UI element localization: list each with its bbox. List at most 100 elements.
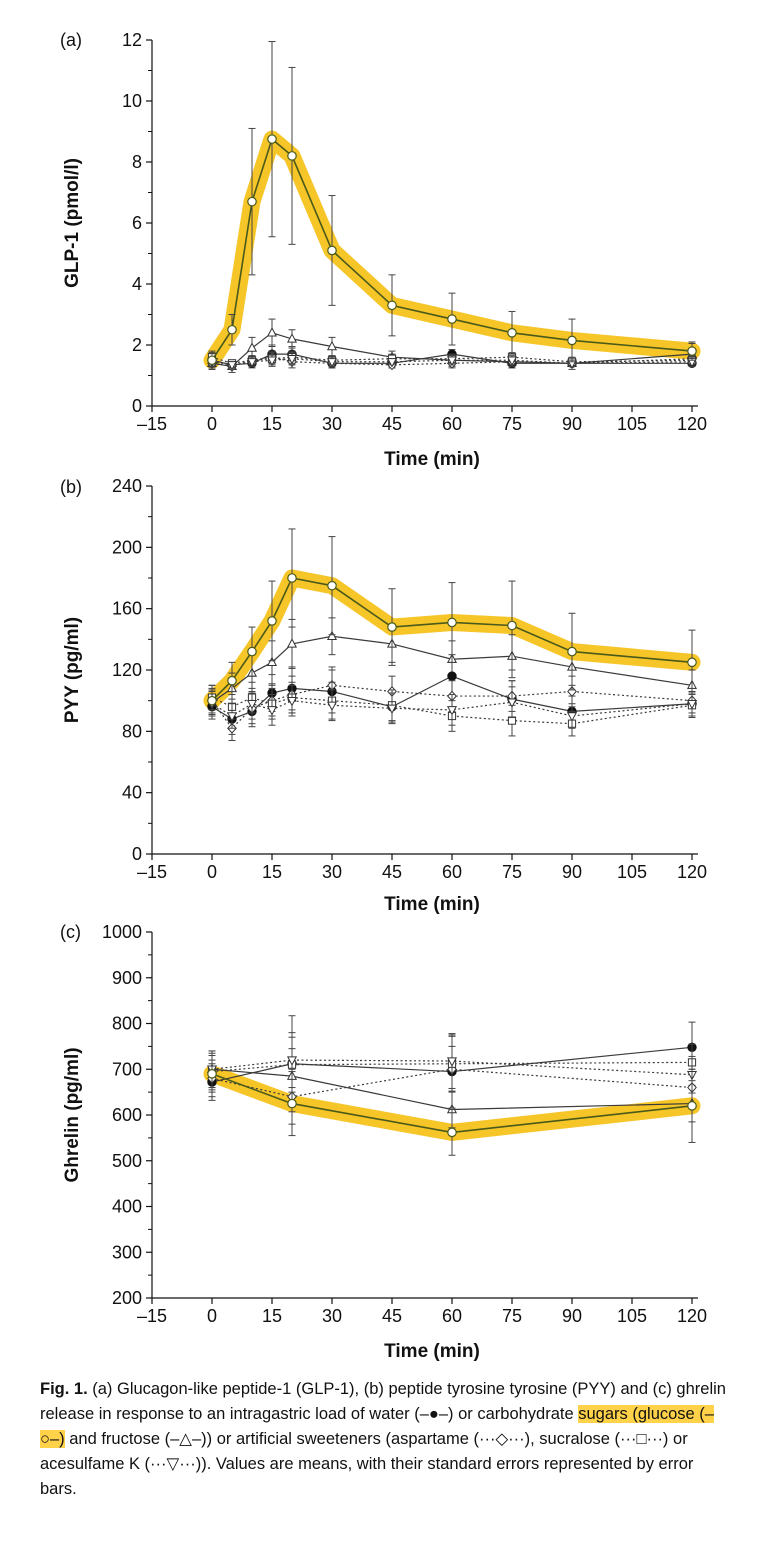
- x-tick-label: 120: [677, 862, 707, 882]
- data-point-glucose: [447, 314, 457, 324]
- data-point-glucose: [507, 620, 517, 631]
- y-tick-label: 800: [112, 1014, 142, 1034]
- data-point-glucose: [507, 327, 517, 338]
- x-tick-label: 0: [207, 1306, 217, 1326]
- data-point-glucose: [247, 196, 257, 207]
- x-tick-label: 0: [207, 414, 217, 434]
- data-point-acesulfame-k: [326, 358, 338, 368]
- data-point-acesulfame-k: [446, 356, 458, 367]
- series-line-sucralose: [211, 696, 693, 725]
- y-tick-label: 8: [132, 152, 142, 172]
- y-tick-label: 160: [112, 599, 142, 619]
- figure-caption: Fig. 1. (a) Glucagon-like peptide-1 (GLP…: [40, 1377, 732, 1502]
- caption-text-part-1: (a) Glucagon-like peptide-1 (GLP-1), (b)…: [40, 1380, 726, 1423]
- data-point-glucose: [207, 695, 217, 706]
- x-tick-label: 30: [322, 414, 342, 434]
- y-tick-label: 200: [112, 1288, 142, 1308]
- caption-label: Fig. 1.: [40, 1380, 88, 1398]
- x-axis-label: Time (min): [384, 449, 480, 470]
- series-line-acesulfame-k: [211, 358, 693, 366]
- data-point-glucose: [207, 1069, 217, 1079]
- x-tick-label: 90: [562, 414, 582, 434]
- x-tick-label: 120: [677, 1306, 707, 1326]
- y-axis-label: GLP-1 (pmol/l): [62, 158, 83, 288]
- data-point-glucose: [287, 1098, 297, 1109]
- y-tick-label: 1000: [102, 922, 142, 942]
- data-point-acesulfame-k: [326, 701, 338, 712]
- caption-text-part-2: and fructose (–△–)) or artificial sweete…: [40, 1430, 694, 1498]
- x-tick-label: 120: [677, 414, 707, 434]
- panel-label: (c): [60, 922, 81, 942]
- series-glucose: [207, 41, 697, 370]
- data-point-acesulfame-k: [566, 712, 578, 722]
- data-point-glucose: [447, 617, 457, 628]
- x-tick-label: 15: [262, 414, 282, 434]
- data-point-acesulfame-k: [506, 698, 518, 708]
- data-point-acesulfame-k: [266, 356, 278, 367]
- data-point-fructose: [286, 333, 298, 343]
- panel-label: (b): [60, 477, 82, 497]
- x-tick-label: 75: [502, 862, 522, 882]
- data-point-fructose: [286, 638, 298, 648]
- data-point-acesulfame-k: [686, 700, 698, 710]
- data-point-fructose: [326, 340, 338, 351]
- y-tick-label: 2: [132, 335, 142, 355]
- data-point-glucose: [567, 646, 577, 657]
- data-point-glucose: [267, 134, 277, 144]
- y-tick-label: 900: [112, 968, 142, 988]
- x-tick-label: 60: [442, 414, 462, 434]
- y-tick-label: 10: [122, 91, 142, 111]
- data-point-glucose: [267, 616, 277, 626]
- data-point-acesulfame-k: [266, 706, 278, 716]
- data-point-acesulfame-k: [386, 358, 398, 368]
- x-tick-label: –15: [137, 862, 167, 882]
- data-point-fructose: [246, 342, 258, 352]
- series-line-water: [211, 1046, 693, 1083]
- data-point-glucose: [227, 324, 237, 335]
- y-tick-label: 120: [112, 660, 142, 680]
- data-point-acesulfame-k: [446, 1057, 458, 1067]
- data-point-glucose: [327, 580, 337, 591]
- x-tick-label: 30: [322, 862, 342, 882]
- data-point-glucose: [687, 657, 697, 668]
- y-axis-label: Ghrelin (pg/ml): [62, 1047, 83, 1182]
- data-point-glucose: [447, 1127, 457, 1138]
- x-tick-label: –15: [137, 1306, 167, 1326]
- data-point-acesulfame-k: [286, 1056, 298, 1066]
- data-point-fructose: [266, 656, 278, 667]
- data-point-fructose: [326, 630, 338, 640]
- y-tick-label: 80: [122, 721, 142, 741]
- x-tick-label: 105: [617, 1306, 647, 1326]
- x-axis-label: Time (min): [384, 894, 480, 915]
- data-point-acesulfame-k: [286, 355, 298, 365]
- data-point-acesulfame-k: [226, 361, 238, 371]
- x-tick-label: 15: [262, 862, 282, 882]
- y-tick-label: 700: [112, 1059, 142, 1079]
- x-tick-label: 75: [502, 414, 522, 434]
- x-tick-label: 60: [442, 862, 462, 882]
- data-point-acesulfame-k: [446, 706, 458, 716]
- data-point-sucralose: [507, 716, 517, 725]
- data-point-glucose: [687, 1101, 697, 1111]
- y-tick-label: 500: [112, 1151, 142, 1171]
- x-tick-label: 30: [322, 1306, 342, 1326]
- y-tick-label: 0: [132, 396, 142, 416]
- data-point-acesulfame-k: [506, 356, 518, 367]
- x-tick-label: 45: [382, 862, 402, 882]
- y-tick-label: 600: [112, 1105, 142, 1125]
- data-point-acesulfame-k: [386, 704, 398, 715]
- series-line-aspartame: [211, 1068, 693, 1098]
- panel-c-ghrelin-chart: 200 300 400 500 600 700 800 900 1000 –15 0 15 30 45 60…: [60, 922, 707, 1362]
- y-axis-label: PYY (pg/ml): [62, 617, 83, 723]
- x-tick-label: 60: [442, 1306, 462, 1326]
- y-tick-label: 12: [122, 30, 142, 50]
- data-point-acesulfame-k: [246, 700, 258, 710]
- y-tick-label: 4: [132, 274, 142, 294]
- series-line-glucose: [211, 1073, 693, 1134]
- y-tick-label: 200: [112, 537, 142, 557]
- y-tick-label: 40: [122, 783, 142, 803]
- panel-label: (a): [60, 30, 82, 50]
